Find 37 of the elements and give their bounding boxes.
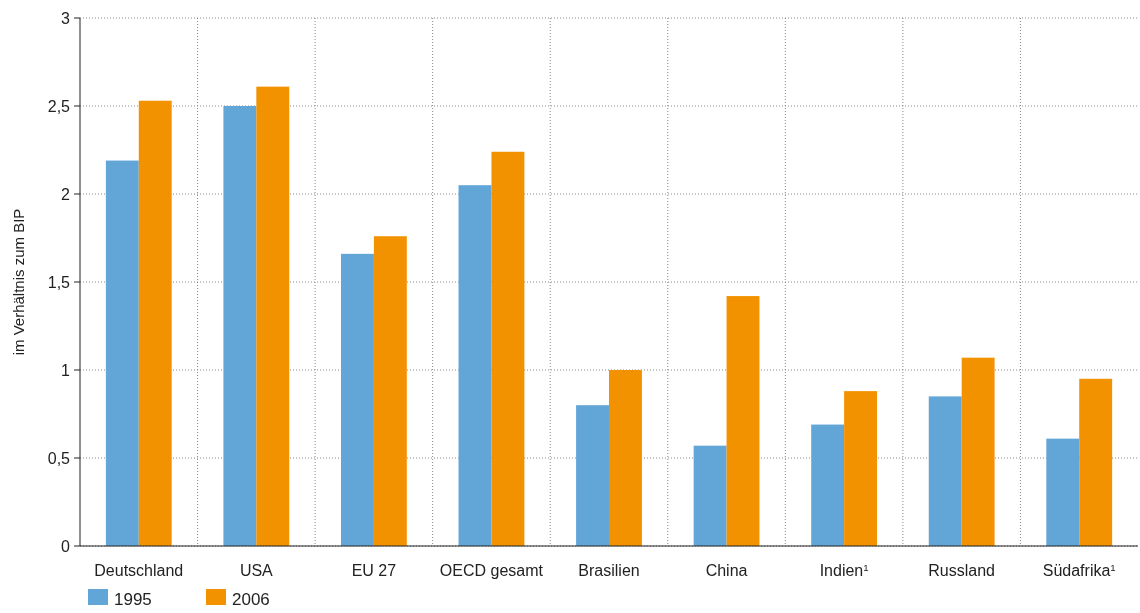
bar [928,396,962,546]
bar [844,391,878,546]
bar [105,160,139,546]
y-tick-label: 0,5 [47,449,71,467]
bar [223,106,257,546]
x-tick-label: OECD gesamt [439,562,544,579]
legend-label: 2006 [232,590,270,609]
y-tick-label: 2,5 [47,97,71,115]
bar [609,370,642,546]
bar [340,253,374,546]
bar [1079,378,1113,546]
bar [256,86,290,546]
bar [961,357,995,546]
y-tick-label: 1 [61,361,71,379]
bar [373,236,407,546]
x-tick-label: USA [239,562,274,579]
bar [576,405,609,546]
y-tick-label: 3 [61,9,71,27]
y-tick-label: 2 [61,185,71,203]
x-tick-label: Südafrika$^{1}$ [1042,561,1116,579]
y-tick-label: 0 [61,537,71,555]
y-axis-title: im Verhältnis zum BIP [10,208,27,356]
bar [1046,438,1080,546]
x-tick-label: EU 27 [351,562,397,579]
x-tick-label: Indien$^{1}$ [819,561,869,579]
x-tick-label: Russland [928,562,996,579]
bar [138,100,172,546]
y-tick-label: 1,5 [47,273,71,291]
bar [726,296,760,546]
bar [693,445,727,546]
bar [491,151,525,546]
x-tick-label: China [705,562,748,579]
bar [458,185,492,546]
x-tick-label: Brasilien [578,562,640,579]
bar [811,424,845,546]
legend-label: 1995 [114,590,152,609]
x-tick-label: Deutschland [94,562,184,579]
